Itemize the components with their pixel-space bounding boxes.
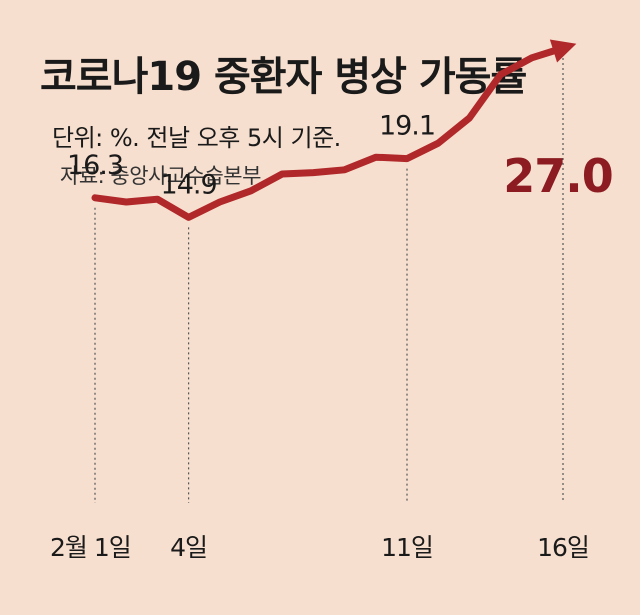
data-label: 14.9 bbox=[161, 169, 217, 200]
data-label: 16.3 bbox=[67, 150, 123, 181]
x-tick-label: 4일 bbox=[170, 533, 207, 562]
unit-note: 단위: %. 전날 오후 5시 기준. bbox=[52, 124, 341, 152]
chart-title: 코로나19 중환자 병상 가동률 bbox=[40, 54, 527, 100]
series-line bbox=[91, 47, 557, 221]
x-tick-label: 11일 bbox=[381, 533, 433, 562]
source-note: 자료: 중앙사고수습본부 bbox=[60, 164, 261, 188]
series-arrow-head bbox=[549, 39, 577, 63]
x-tick-label: 2월 1일 bbox=[50, 533, 131, 562]
data-label: 27.0 bbox=[503, 149, 613, 203]
data-label: 19.1 bbox=[379, 111, 435, 142]
x-tick-label: 16일 bbox=[537, 533, 589, 562]
